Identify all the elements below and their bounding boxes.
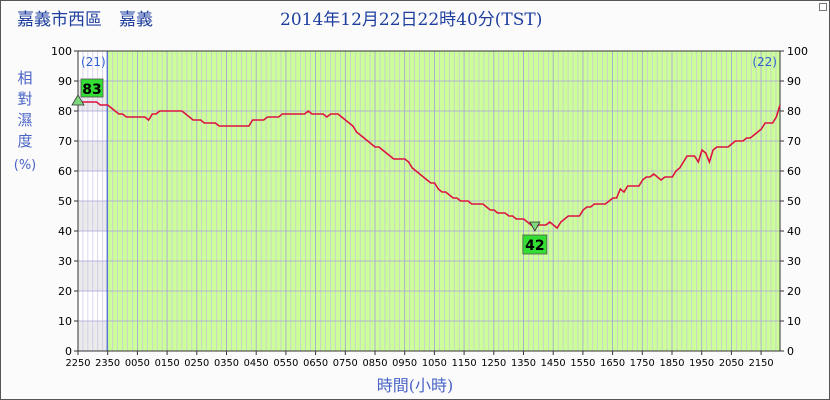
y-tick-label-right: 60 [787,165,801,178]
y-axis-label: 相對濕度 [12,68,38,152]
max-label: 83 [82,82,101,98]
x-tick-label: 1450 [541,358,566,369]
y-tick-label-right: 0 [787,345,794,358]
y-tick-label: 80 [58,105,72,118]
y-tick-label-right: 100 [787,45,808,58]
humidity-line [78,101,781,230]
window-corner-icon [819,3,827,11]
y-tick-label-right: 90 [787,75,801,88]
y-tick-label-right: 70 [787,135,801,148]
x-tick-label: 1550 [570,358,595,369]
y-tick-label: 100 [51,45,72,58]
y-tick-label: 30 [58,255,72,268]
x-tick-label: 0850 [363,358,388,369]
y-tick-label-right: 80 [787,105,801,118]
day-marker-start: (21) [81,55,106,69]
y-tick-label-right: 20 [787,285,801,298]
x-tick-label: 1150 [452,358,477,369]
x-tick-label: 0250 [184,358,209,369]
min-label-box [522,234,548,255]
max-marker-icon [71,94,85,106]
x-tick-label: 0050 [125,358,150,369]
y-tick-label: 40 [58,225,72,238]
y-tick-label: 20 [58,285,72,298]
y-tick-label-right: 40 [787,225,801,238]
day-marker-end: (22) [752,55,777,69]
x-tick-label: 1050 [422,358,447,369]
x-tick-label: 1950 [689,358,714,369]
x-tick-label: 1350 [511,358,536,369]
y-tick-label: 50 [58,195,72,208]
max-label-box [80,78,104,98]
y-tick-label: 10 [58,315,72,328]
y-tick-label: 70 [58,135,72,148]
y-tick-label: 0 [65,345,72,358]
y-axis-label-char: 相 [17,69,33,87]
y-tick-label-right: 10 [787,315,801,328]
x-tick-label: 1850 [660,358,685,369]
y-axis-label-char: 度 [17,132,33,150]
x-tick-label: 1750 [630,358,655,369]
y-tick-label-right: 50 [787,195,801,208]
x-tick-label: 0950 [392,358,417,369]
station-location: 嘉義市西區 嘉義 [17,10,153,30]
y-tick-label: 90 [58,75,72,88]
y-tick-label: 60 [58,165,72,178]
x-tick-label: 0450 [244,358,269,369]
x-tick-label: 2150 [749,358,774,369]
observation-datetime: 2014年12月22日22時40分(TST) [280,10,543,30]
x-axis-label: 時間(小時) [376,376,454,395]
x-tick-label: 2350 [95,358,120,369]
x-tick-label: 1650 [600,358,625,369]
y-tick-label-right: 30 [787,255,801,268]
min-label: 42 [525,238,544,254]
x-tick-label: 0650 [303,358,328,369]
min-marker-icon [529,221,541,232]
y-axis-label-char: 對 [17,90,33,108]
y-axis-unit: (%) [13,158,37,173]
x-tick-label: 2050 [719,358,744,369]
x-tick-label: 1250 [481,358,506,369]
x-tick-label: 0750 [333,358,358,369]
x-tick-label: 0150 [155,358,180,369]
y-axis-label-char: 濕 [17,111,33,129]
x-tick-label: 2250 [66,358,91,369]
x-tick-label: 0550 [273,358,298,369]
x-tick-label: 0350 [214,358,239,369]
